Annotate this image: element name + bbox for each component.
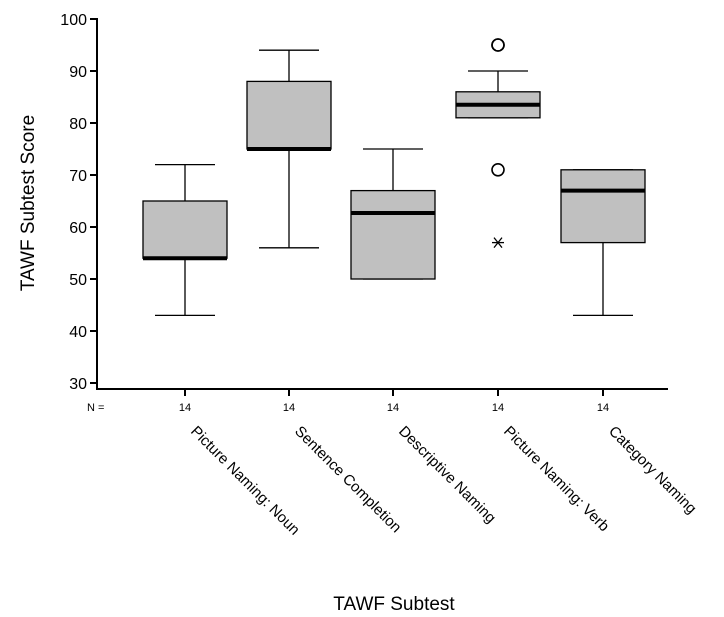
n-value: 14 bbox=[492, 402, 504, 414]
y-tick-label: 60 bbox=[69, 220, 87, 237]
n-value: 14 bbox=[597, 402, 609, 414]
y-axis: 30 40 50 60 70 80 90 100 bbox=[60, 12, 98, 393]
star-stroke bbox=[493, 237, 503, 249]
iqr-box bbox=[142, 200, 228, 259]
outlier-point bbox=[491, 38, 505, 52]
n-label: N = bbox=[87, 402, 104, 414]
iqr-box bbox=[350, 189, 436, 280]
y-tick-label: 80 bbox=[69, 116, 87, 133]
y-tick-label: 40 bbox=[69, 324, 87, 341]
x-category-label: Picture Naming: Noun bbox=[187, 423, 303, 539]
n-value: 14 bbox=[179, 402, 191, 414]
x-category-label: Picture Naming: Verb bbox=[500, 423, 612, 535]
outlier-point bbox=[491, 163, 505, 177]
box-group bbox=[560, 169, 646, 317]
box-group bbox=[142, 163, 228, 317]
extreme-point bbox=[492, 237, 504, 249]
y-axis-title: TAWF Subtest Score bbox=[18, 115, 39, 291]
y-tick-label: 30 bbox=[69, 376, 87, 393]
box-group bbox=[246, 49, 332, 249]
iqr-box bbox=[246, 80, 332, 150]
x-category-label: Sentence Completion bbox=[291, 423, 404, 536]
y-tick-label: 100 bbox=[60, 12, 87, 29]
boxes bbox=[142, 38, 646, 317]
n-value: 14 bbox=[387, 402, 399, 414]
n-row: N = 14 14 14 14 14 bbox=[87, 402, 609, 414]
iqr-box bbox=[560, 169, 646, 244]
y-tick-label: 70 bbox=[69, 168, 87, 185]
x-category-label: Descriptive Naming bbox=[395, 423, 499, 527]
y-tick-label: 90 bbox=[69, 64, 87, 81]
n-value: 14 bbox=[283, 402, 295, 414]
box-group bbox=[350, 148, 436, 280]
box-group bbox=[455, 38, 541, 249]
x-axis bbox=[96, 388, 668, 396]
x-category-label: Category Naming bbox=[605, 423, 700, 518]
x-axis-title: TAWF Subtest bbox=[333, 594, 455, 615]
y-tick-label: 50 bbox=[69, 272, 87, 289]
